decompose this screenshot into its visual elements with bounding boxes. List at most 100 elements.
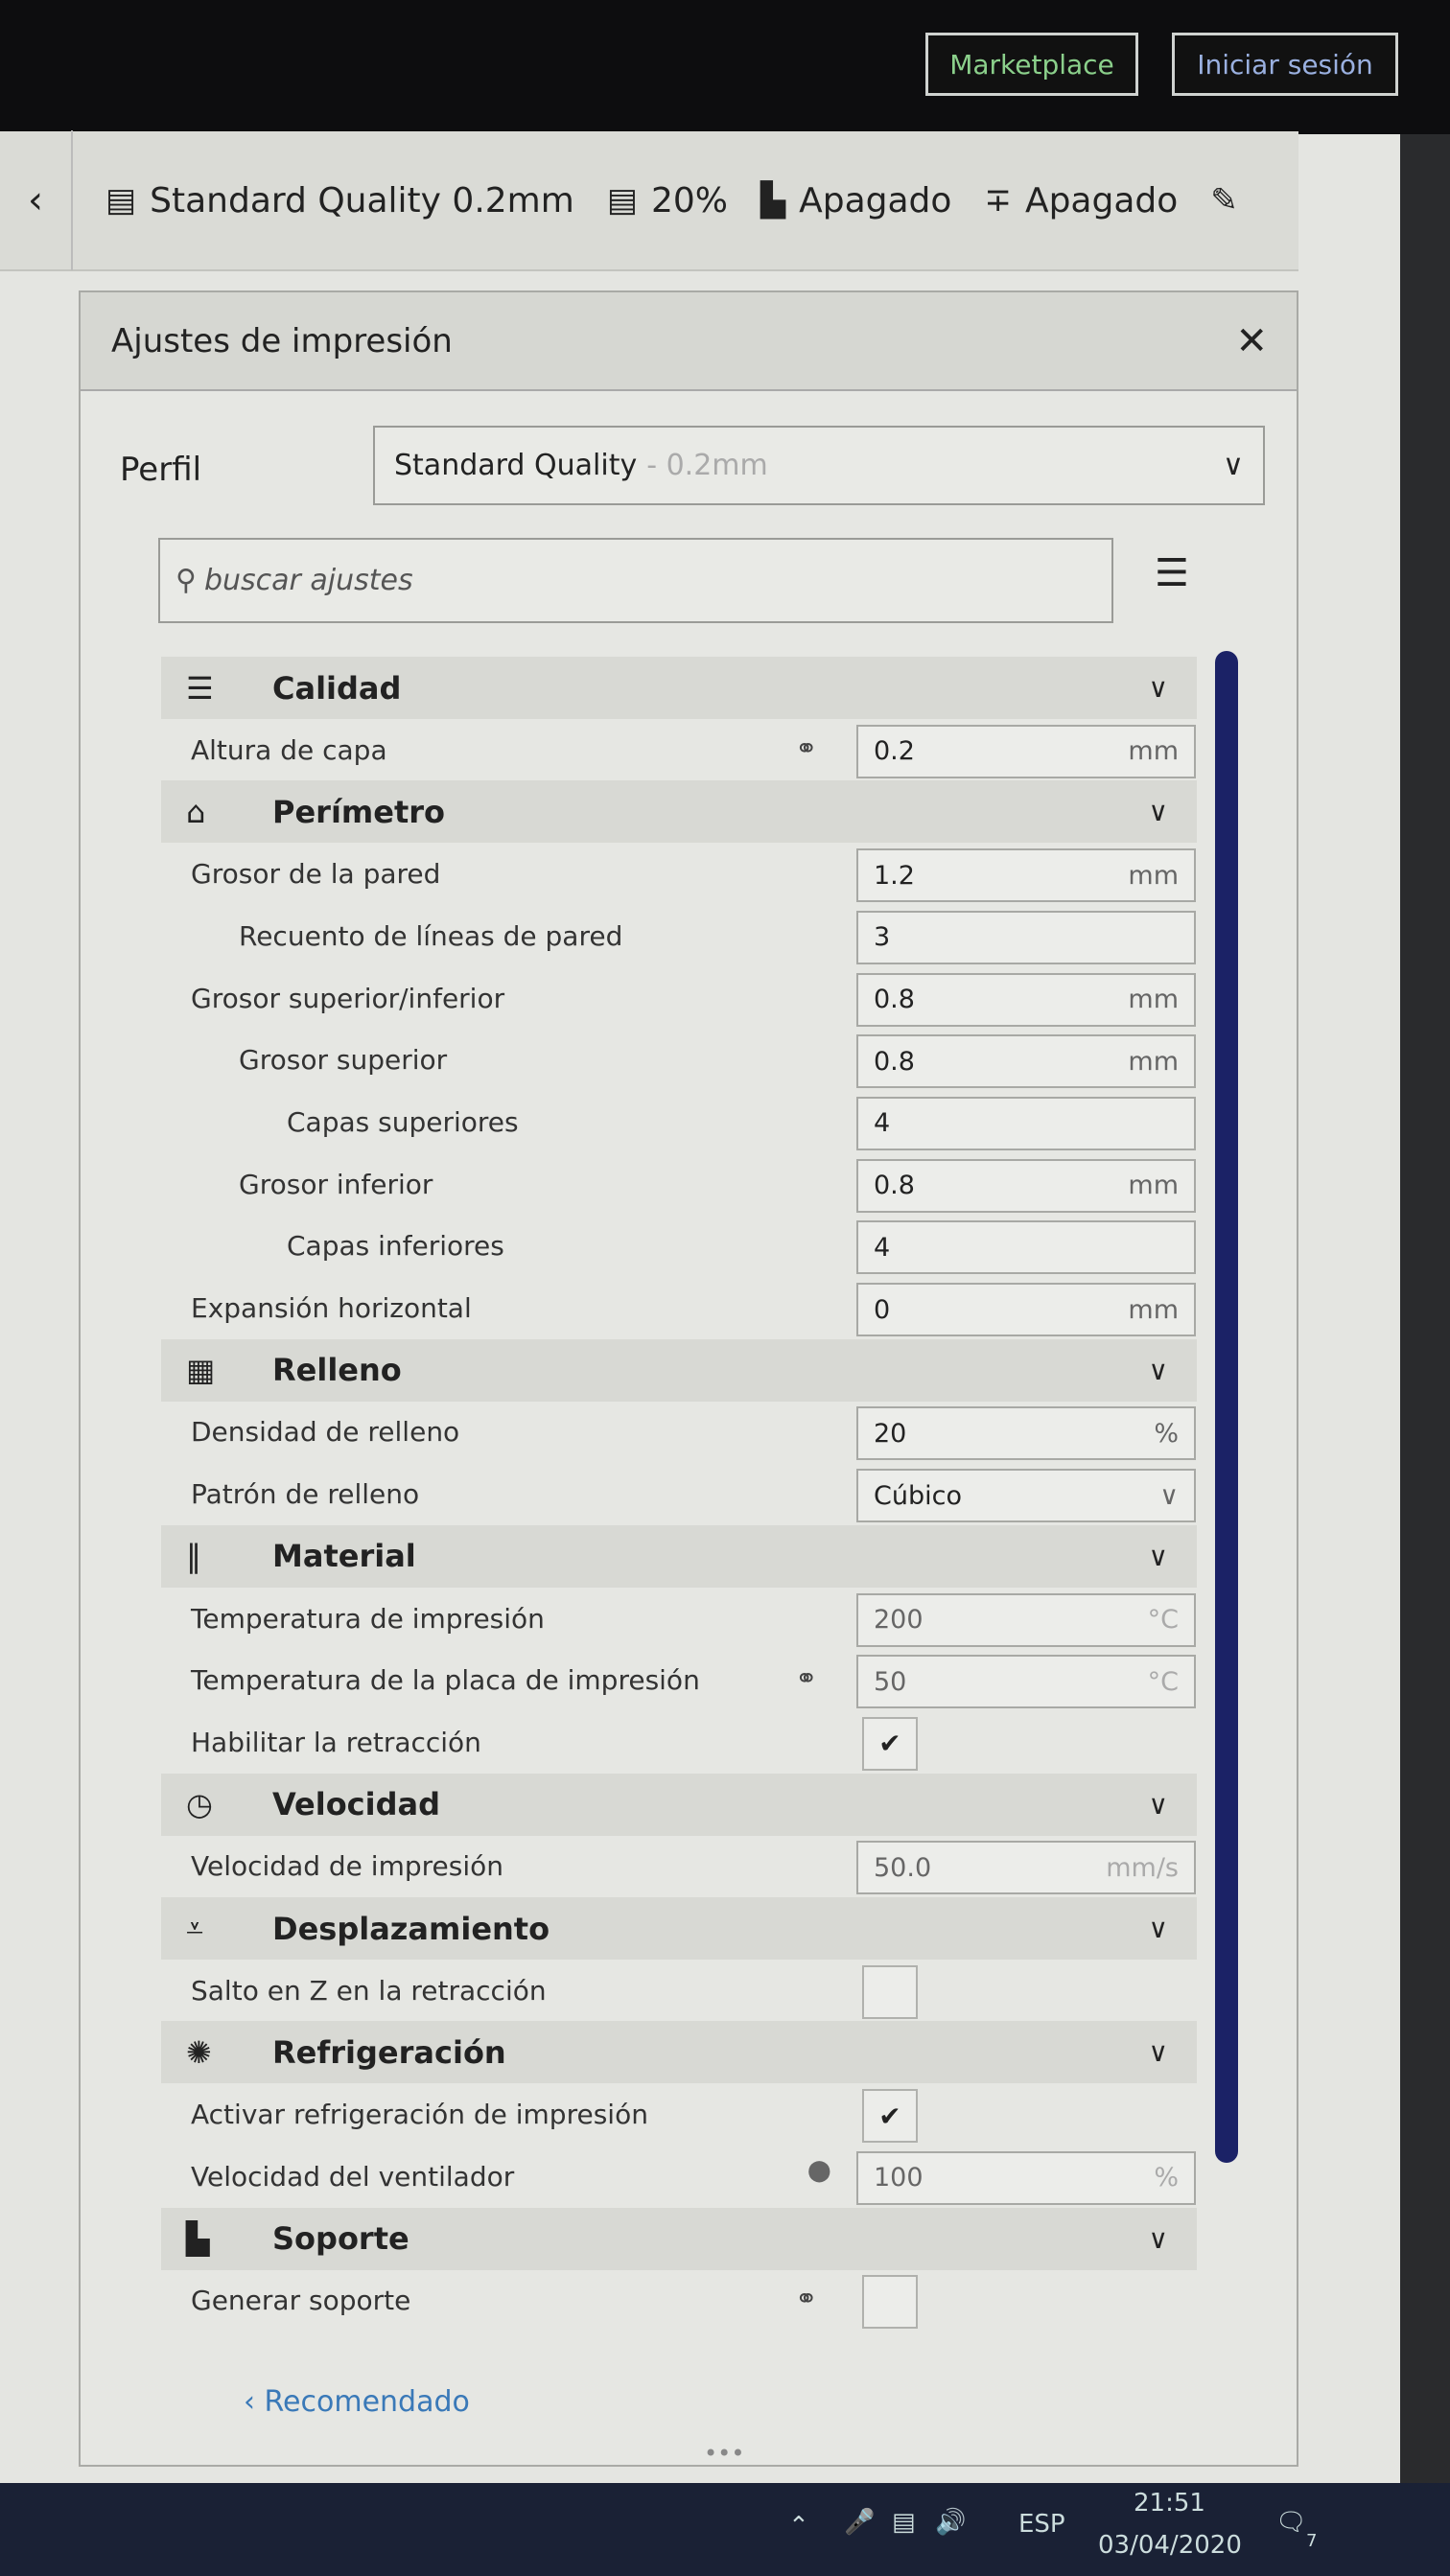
setting-row: Altura de capa ⚭ 0.2 mm (81, 719, 1203, 781)
setting-label: Grosor superior (239, 1044, 448, 1077)
setting-checkbox[interactable]: ✔ (862, 1716, 918, 1771)
network-icon[interactable]: ▤ (892, 2508, 916, 2537)
setting-input[interactable]: 1.2 mm (856, 848, 1196, 903)
setting-checkbox[interactable] (862, 2275, 918, 2330)
section-relleno[interactable]: ▦ Relleno ∨ (161, 1338, 1197, 1402)
setting-input[interactable]: 100% (856, 2150, 1196, 2205)
setting-value: 100 (874, 2163, 924, 2193)
speed-icon: ◷ (186, 1786, 213, 1823)
marketplace-button[interactable]: Marketplace (925, 33, 1138, 96)
setting-label: Grosor de la pared (191, 858, 441, 891)
setting-checkbox[interactable] (862, 1964, 918, 2019)
chevron-down-icon[interactable]: ∨ (1148, 2036, 1169, 2069)
scrollbar[interactable] (1215, 651, 1238, 2163)
resize-handle[interactable]: ••• (704, 2440, 745, 2467)
setting-unit: % (1154, 1418, 1179, 1449)
setting-input[interactable]: 50.0 mm/s (856, 1841, 1196, 1895)
section-perímetro[interactable]: ⌂ Perímetro ∨ (161, 780, 1197, 844)
chevron-down-icon[interactable]: ∨ (1148, 1540, 1169, 1572)
close-icon[interactable]: ✕ (1235, 318, 1268, 363)
taskbar: ⌃ 🎤 ▤ 🔊 ESP 21:51 03/04/2020 🗨 7 (0, 2483, 1450, 2576)
volume-icon[interactable]: 🔊 (935, 2508, 967, 2537)
setting-label: Patrón de relleno (191, 1478, 420, 1511)
setting-label: Velocidad del ventilador (191, 2160, 515, 2193)
setting-label: Activar refrigeración de impresión (191, 2099, 648, 2131)
travel-icon: ⩡ (186, 1910, 204, 1946)
print-settings-panel: Ajustes de impresión ✕ Perfil Standard Q… (79, 290, 1298, 2467)
section-material[interactable]: ‖ Material ∨ (161, 1524, 1197, 1588)
setting-label: Temperatura de la placa de impresión (191, 1664, 700, 1697)
chevron-down-icon[interactable]: ∨ (1148, 1913, 1169, 1944)
function-icon[interactable]: ⬤ (807, 2158, 831, 2183)
chevron-down-icon: ∨ (1159, 1480, 1179, 1511)
setting-row: Velocidad del ventilador ⬤ 100% (81, 2146, 1203, 2208)
setting-input[interactable]: 0.8 mm (856, 1158, 1196, 1213)
clock-date[interactable]: 03/04/2020 (1098, 2531, 1242, 2560)
setting-input[interactable]: 4 (856, 1096, 1196, 1150)
login-button[interactable]: Iniciar sesión (1172, 33, 1398, 96)
setting-input[interactable]: 20% (856, 1406, 1196, 1461)
link-icon[interactable]: ⚭ (795, 731, 818, 764)
chevron-up-icon[interactable]: ⌃ (788, 2512, 809, 2541)
section-desplazamiento[interactable]: ⩡ Desplazamiento ∨ (161, 1897, 1197, 1960)
clock-time[interactable]: 21:51 (1134, 2489, 1205, 2518)
setting-row: Temperatura de la placa de impresión ⚭ 50 °… (81, 1649, 1203, 1711)
setting-value: 0.8 (874, 985, 915, 1014)
section-title: Perímetro (272, 793, 446, 830)
setting-row: Habilitar la retracción ✔ (81, 1711, 1203, 1774)
link-icon[interactable]: ⚭ (795, 2283, 818, 2315)
chevron-left-icon[interactable]: ‹ (0, 130, 73, 270)
chevron-down-icon[interactable]: ∨ (1148, 1354, 1169, 1386)
setting-row: Capas inferiores 4 (81, 1215, 1203, 1277)
setting-label: Temperatura de impresión (191, 1602, 545, 1635)
notifications-icon[interactable]: 🗨 (1275, 2508, 1308, 2537)
setting-label: Salto en Z en la retracción (191, 1974, 547, 2007)
setting-row: Grosor de la pared 1.2 mm (81, 843, 1203, 905)
setting-value: Cúbico (874, 1480, 962, 1511)
chevron-down-icon[interactable]: ∨ (1148, 796, 1169, 828)
recommended-link[interactable]: ‹ Recomendado (244, 2385, 470, 2419)
setting-label: Habilitar la retracción (191, 1726, 481, 1758)
setting-input[interactable]: 50 °C (856, 1655, 1196, 1709)
section-refrigeración[interactable]: ✺ Refrigeración ∨ (161, 2021, 1197, 2084)
profile-dropdown[interactable]: Standard Quality - 0.2mm ∨ (373, 426, 1265, 505)
pencil-icon[interactable]: ✎ (1210, 181, 1238, 220)
search-input[interactable]: ⚲ buscar ajustes (158, 538, 1113, 623)
chevron-down-icon[interactable]: ∨ (1148, 1788, 1169, 1821)
setting-input[interactable]: 0.2 mm (856, 724, 1196, 778)
print-setup-toolbar[interactable]: ‹ ▤ Standard Quality 0.2mm ▤ 20% ▙ Apagado … (0, 130, 1298, 271)
setting-value: 200 (874, 1605, 924, 1635)
chevron-down-icon[interactable]: ∨ (1148, 2222, 1169, 2255)
section-velocidad[interactable]: ◷ Velocidad ∨ (161, 1773, 1197, 1836)
chevron-left-icon: ‹ (244, 2385, 265, 2419)
language-indicator[interactable]: ESP (1018, 2510, 1065, 2539)
setting-dropdown[interactable]: Cúbico ∨ (856, 1469, 1196, 1523)
infill-icon: ▤ (606, 181, 638, 220)
support-summary: Apagado (799, 180, 952, 220)
setting-value: 50.0 (874, 1852, 932, 1883)
shell-icon: ⌂ (186, 793, 206, 830)
setting-label: Capas inferiores (287, 1230, 504, 1263)
section-soporte[interactable]: ▙ Soporte ∨ (161, 2207, 1197, 2270)
menu-icon[interactable]: ☰ (1155, 551, 1189, 595)
setting-checkbox[interactable]: ✔ (862, 2089, 918, 2144)
section-calidad[interactable]: ☰ Calidad ∨ (161, 657, 1197, 719)
setting-input[interactable]: 3 (856, 910, 1196, 964)
setting-input[interactable]: 200 °C (856, 1592, 1196, 1647)
section-title: Refrigeración (272, 2033, 506, 2071)
setting-row: Velocidad de impresión 50.0 mm/s (81, 1835, 1203, 1897)
setting-input[interactable]: 4 (856, 1220, 1196, 1275)
setting-input[interactable]: 0.8 mm (856, 972, 1196, 1027)
setting-unit: mm (1128, 736, 1179, 767)
setting-row: Capas superiores 4 (81, 1091, 1203, 1153)
setting-row: Salto en Z en la retracción (81, 1960, 1203, 2022)
setting-value: 20 (874, 1418, 907, 1449)
chevron-down-icon[interactable]: ∨ (1148, 672, 1169, 704)
setting-label: Grosor superior/inferior (191, 982, 505, 1014)
microphone-icon[interactable]: 🎤 (844, 2508, 876, 2537)
setting-value: 4 (874, 1232, 891, 1263)
adhesion-icon: ∓ (984, 181, 1012, 220)
link-icon[interactable]: ⚭ (795, 1662, 818, 1695)
setting-input[interactable]: 0 mm (856, 1283, 1196, 1336)
setting-input[interactable]: 0.8 mm (856, 1034, 1196, 1089)
